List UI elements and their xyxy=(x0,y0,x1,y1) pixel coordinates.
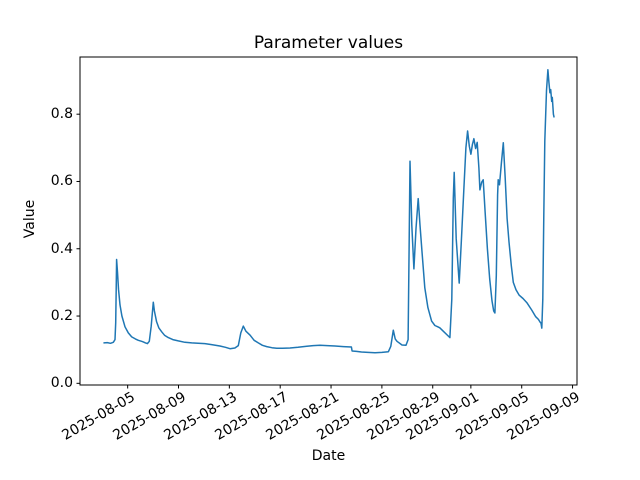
plot-border xyxy=(79,56,578,386)
y-axis-label: Value xyxy=(22,199,38,239)
x-axis-label: Date xyxy=(311,448,346,464)
y-tick-label: 0.0 xyxy=(50,375,73,392)
series-line xyxy=(103,69,555,354)
y-tick-label: 0.8 xyxy=(50,106,73,123)
y-tick-label: 0.2 xyxy=(50,308,73,325)
y-tick-label: 0.4 xyxy=(50,240,73,257)
chart-title: Parameter values xyxy=(253,33,404,53)
y-tick-label: 0.6 xyxy=(50,173,73,190)
tick-marks xyxy=(76,113,574,389)
